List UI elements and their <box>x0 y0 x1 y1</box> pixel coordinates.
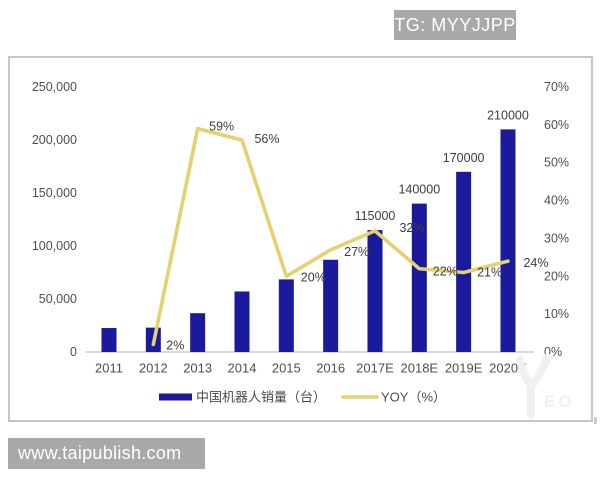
yoy-point-label: 24% <box>523 256 548 270</box>
y-axis-tick-label-left: 100,000 <box>32 239 77 253</box>
bar <box>367 230 383 352</box>
x-axis-tick-label: 2017E <box>356 361 394 376</box>
y-axis-tick-label-right: 30% <box>544 231 569 245</box>
yoy-point-label: 56% <box>254 132 279 146</box>
y-axis-tick-label-left: 200,000 <box>32 133 77 147</box>
y-axis-tick-label-right: 70% <box>544 80 569 94</box>
yoy-point-label: 59% <box>209 120 234 134</box>
y-axis-tick-label-right: 20% <box>544 269 569 283</box>
x-axis-tick-label: 2011 <box>95 361 123 376</box>
yoy-point-label: 21% <box>477 266 502 280</box>
y-axis-tick-label-right: 0% <box>544 345 562 359</box>
y-axis-tick-label-left: 150,000 <box>32 186 77 200</box>
bar <box>234 291 250 352</box>
x-axis-tick-label: 2020E <box>489 361 527 376</box>
yoy-point-label: 20% <box>301 270 326 284</box>
y-axis-tick-label-left: 50,000 <box>39 292 77 306</box>
y-axis-tick-label-right: 60% <box>544 118 569 132</box>
x-axis-tick-label: 2016 <box>316 361 345 376</box>
yoy-line <box>151 126 510 347</box>
y-axis-tick-label-left: 250,000 <box>32 80 77 94</box>
cursor-artifact <box>594 417 597 424</box>
chart-container: 250,000 200,000 150,000 100,000 50,000 0 70% 60… <box>8 56 593 422</box>
telegram-watermark-badge: TG: MYYJJPP <box>394 10 516 40</box>
bar <box>500 129 516 352</box>
bar <box>456 171 472 352</box>
y-axis-tick-label-left: 0 <box>70 345 77 359</box>
x-axis-tick-label: 2015 <box>272 361 301 376</box>
bar-value-label: 170000 <box>443 151 485 165</box>
legend-line-label: YOY（%） <box>381 390 446 405</box>
yoy-point-label: 32% <box>399 221 424 235</box>
bar-value-label: 115000 <box>355 209 396 223</box>
legend-bar-swatch <box>159 393 192 401</box>
yoy-point-label: 22% <box>433 265 458 279</box>
y-axis-tick-label-right: 10% <box>544 307 569 321</box>
bar-value-label: 210000 <box>487 108 529 122</box>
x-axis-tick-label: 2012 <box>139 361 168 376</box>
bar <box>323 259 339 352</box>
yoy-point-label: 27% <box>344 245 369 259</box>
site-watermark-badge: www.taipublish.com <box>8 438 205 469</box>
y-axis-tick-label-right: 40% <box>544 194 569 208</box>
telegram-watermark-text: TG: MYYJJPP <box>394 15 516 35</box>
legend-bar-label: 中国机器人销量（台） <box>196 390 326 405</box>
x-axis-tick-label: 2013 <box>183 361 212 376</box>
robot-sales-chart: 250,000 200,000 150,000 100,000 50,000 0 70% 60… <box>32 80 569 405</box>
bar-value-label: 140000 <box>398 183 440 197</box>
yoy-point-label: 2% <box>166 338 184 352</box>
bar <box>411 203 427 352</box>
x-axis-tick-label: 2014 <box>228 361 257 376</box>
x-axis-tick-label: 2019E <box>445 361 483 376</box>
bar <box>190 313 206 352</box>
x-axis-tick-label: 2018E <box>401 361 439 376</box>
y-axis-tick-label-right: 50% <box>544 156 569 170</box>
bar <box>101 328 117 352</box>
site-watermark-text: www.taipublish.com <box>18 443 182 463</box>
bar <box>278 279 294 352</box>
